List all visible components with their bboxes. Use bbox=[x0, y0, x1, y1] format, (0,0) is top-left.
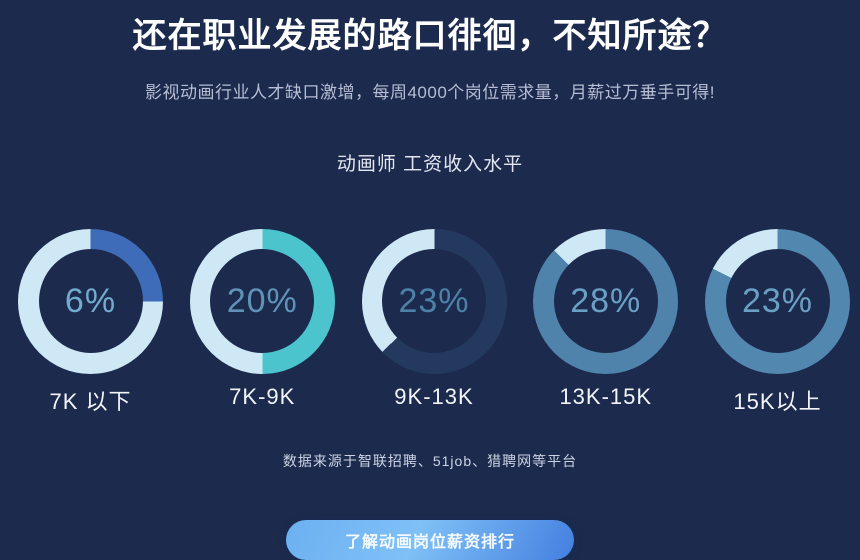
donut-7k-below: 6% 7K 以下 bbox=[18, 228, 163, 416]
data-source-note: 数据来源于智联招聘、51job、猎聘网等平台 bbox=[282, 452, 578, 469]
donut-hole: 23% bbox=[382, 249, 486, 354]
donut-ring-15k-above: 23% bbox=[705, 228, 850, 374]
donut-value: 6% bbox=[64, 281, 117, 320]
donut-ring-9k-13k: 23% bbox=[361, 228, 507, 374]
donut-hole: 28% bbox=[553, 249, 658, 354]
cta-button[interactable]: 了解动画岗位薪资排行 bbox=[286, 519, 574, 560]
donut-7k-9k: 20% 7K-9K bbox=[189, 228, 335, 416]
donut-15k-above: 23% 15K以上 bbox=[705, 228, 850, 416]
donut-label: 15K以上 bbox=[733, 388, 822, 414]
donut-ring-7k-9k: 20% bbox=[189, 228, 335, 374]
donut-13k-15k: 28% 13K-15K bbox=[533, 228, 679, 416]
donut-hole: 6% bbox=[38, 249, 143, 354]
donut-label: 9K-13K bbox=[394, 383, 474, 409]
cta-container: 了解动画岗位薪资排行 bbox=[0, 519, 860, 560]
donut-hole: 20% bbox=[210, 249, 315, 354]
donut-value: 23% bbox=[398, 281, 470, 320]
donut-value: 20% bbox=[226, 281, 298, 320]
page-title: 还在职业发展的路口徘徊，不知所途？ bbox=[132, 17, 728, 55]
donut-label: 7K-9K bbox=[229, 383, 296, 409]
donut-9k-13k: 23% 9K-13K bbox=[361, 228, 507, 416]
chart-title: 动画师 工资收入水平 bbox=[336, 153, 524, 175]
donut-value: 23% bbox=[741, 281, 814, 320]
salary-donut-chart: 6% 7K 以下 20% 7K-9K 23% 9K-13K bbox=[0, 228, 860, 416]
donut-hole: 23% bbox=[725, 249, 830, 354]
donut-label: 13K-15K bbox=[559, 383, 653, 409]
page-subtitle: 影视动画行业人才缺口激增，每周4000个岗位需求量，月薪过万垂手可得! bbox=[144, 82, 716, 102]
donut-ring-7k-below: 6% bbox=[18, 228, 163, 374]
donut-label: 7K 以下 bbox=[49, 388, 132, 414]
donut-value: 28% bbox=[570, 281, 642, 320]
donut-ring-13k-15k: 28% bbox=[533, 228, 679, 374]
